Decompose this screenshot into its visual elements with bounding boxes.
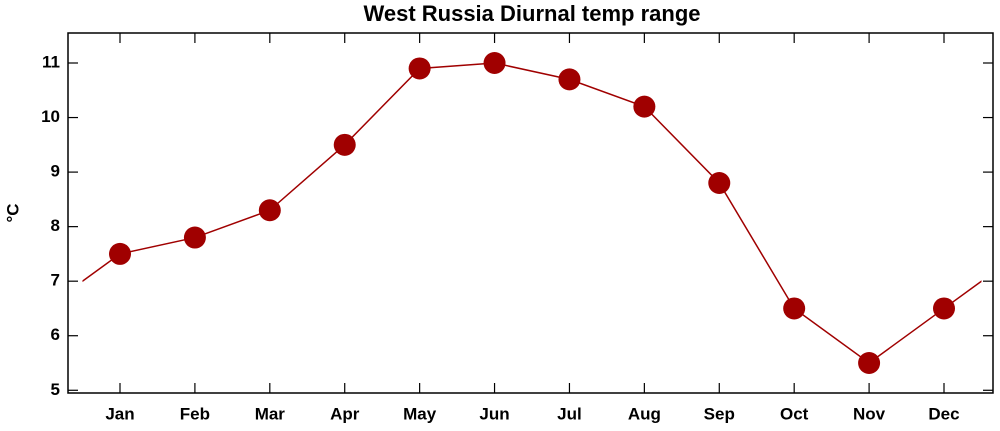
x-tick-label: Dec [928, 404, 959, 423]
y-tick-label: 6 [51, 325, 60, 344]
y-axis-label: °C [3, 203, 22, 222]
y-tick-label: 7 [51, 271, 60, 290]
data-point [933, 297, 955, 320]
wrap-segment [82, 253, 121, 283]
y-tick-label: 8 [51, 216, 60, 235]
data-point [708, 172, 731, 194]
data-point [333, 133, 356, 156]
data-point [783, 297, 806, 320]
x-tick-label: Mar [255, 404, 286, 423]
data-point [408, 57, 431, 80]
data-point [858, 352, 881, 374]
x-tick-label: Jul [557, 404, 582, 423]
data-line [119, 62, 945, 364]
chart-title: West Russia Diurnal temp range [363, 1, 700, 26]
x-tick-label: Jun [479, 404, 509, 423]
x-tick-label: Feb [180, 404, 210, 423]
data-point [483, 52, 506, 74]
y-tick-label: 5 [51, 380, 60, 399]
data-point [183, 226, 206, 249]
plot-frame [67, 32, 994, 394]
wrap-segment [943, 280, 982, 310]
x-tick-label: Jan [105, 404, 134, 423]
y-tick-label: 9 [51, 162, 60, 181]
data-point [558, 68, 581, 91]
x-tick-label: Aug [628, 404, 661, 423]
x-tick-label: Sep [704, 404, 735, 423]
data-point [258, 199, 281, 222]
data-point [633, 95, 656, 118]
y-tick-label: 11 [42, 52, 60, 71]
y-tick-label: 10 [41, 107, 60, 126]
x-tick-label: May [403, 404, 437, 423]
x-tick-label: Nov [853, 404, 886, 423]
x-tick-label: Oct [780, 404, 809, 423]
x-tick-label: Apr [330, 404, 360, 423]
data-point [109, 242, 131, 265]
